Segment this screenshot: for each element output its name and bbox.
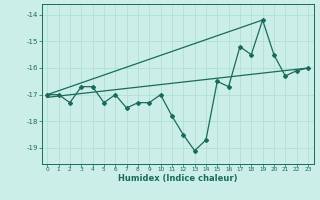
X-axis label: Humidex (Indice chaleur): Humidex (Indice chaleur)	[118, 174, 237, 183]
